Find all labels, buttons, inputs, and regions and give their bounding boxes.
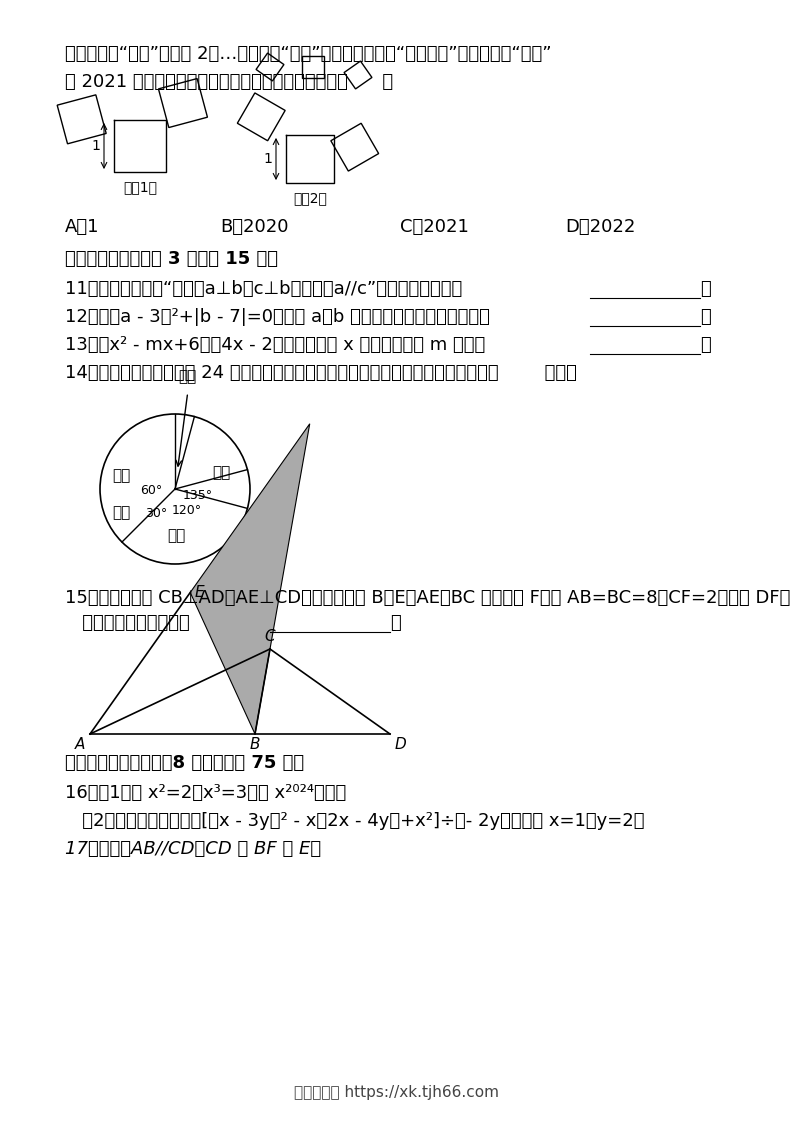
Text: 上课: 上课 xyxy=(167,528,186,543)
Text: 则图中阴影部分面积为: 则图中阴影部分面积为 xyxy=(65,614,190,632)
Text: （2）先化简，再求值：[（x - 3y）² - x（2x - 4y）+x²]÷（- 2y），其中 x=1，y=2．: （2）先化简，再求值：[（x - 3y）² - x（2x - 4y）+x²]÷（… xyxy=(65,812,645,830)
Text: 13．（x² - mx+6）（4x - 2）的积中不含 x 的二次项，则 m 的值是: 13．（x² - mx+6）（4x - 2）的积中不含 x 的二次项，则 m 的… xyxy=(65,335,485,355)
Text: E: E xyxy=(194,585,204,600)
Text: ．: ． xyxy=(700,309,711,327)
Text: 睡觉: 睡觉 xyxy=(213,465,231,480)
Text: 30°: 30° xyxy=(145,506,167,519)
Text: 12．若（a - 3）²+|b - 7|=0，则以 a、b 为边长的等腰三角形的周长为: 12．若（a - 3）²+|b - 7|=0，则以 a、b 为边长的等腰三角形的… xyxy=(65,309,490,327)
Text: 17．如图，AB//CD，CD 交 BF 于 E．: 17．如图，AB//CD，CD 交 BF 于 E． xyxy=(65,840,321,858)
Text: 16．（1）若 x²=2，x³=3，求 x²⁰²⁴的值：: 16．（1）若 x²=2，x³=3，求 x²⁰²⁴的值： xyxy=(65,784,347,802)
Text: 三、解答题（本大题兲8 小题，满分 75 分）: 三、解答题（本大题兲8 小题，满分 75 分） xyxy=(65,754,305,772)
Text: D．2022: D．2022 xyxy=(565,218,635,236)
Polygon shape xyxy=(190,424,310,734)
Text: 120°: 120° xyxy=(171,504,201,516)
Text: 11．用反证法证明“已知，a⊥b，c⊥b，求证：a//c”，第一步应先假设: 11．用反证法证明“已知，a⊥b，c⊥b，求证：a//c”，第一步应先假设 xyxy=(65,280,462,298)
Text: 学习资料网 https://xk.tjh66.com: 学习资料网 https://xk.tjh66.com xyxy=(293,1085,499,1100)
Text: B．2020: B．2020 xyxy=(220,218,289,236)
Text: 1: 1 xyxy=(263,151,272,166)
Text: D: D xyxy=(395,737,407,752)
Text: ．: ． xyxy=(700,335,711,355)
Text: B: B xyxy=(250,737,260,752)
Text: （图1）: （图1） xyxy=(123,180,157,194)
Text: A．1: A．1 xyxy=(65,218,99,236)
Text: C．2021: C．2021 xyxy=(400,218,469,236)
Text: 15．如图，已知 CB⊥AD，AE⊥CD，垂足分别为 B、E，AE、BC 相交于点 F，若 AB=BC=8，CF=2，连结 DF，: 15．如图，已知 CB⊥AD，AE⊥CD，垂足分别为 B、E，AE、BC 相交于… xyxy=(65,589,791,607)
Text: 阅读: 阅读 xyxy=(178,369,197,385)
Text: 休息: 休息 xyxy=(112,468,130,482)
Text: 1: 1 xyxy=(91,139,100,153)
Text: 14．如图所示是小明一天 24 小时的作息时间分配的扇形统计图，那么他的阅读时间是        小时．: 14．如图所示是小明一天 24 小时的作息时间分配的扇形统计图，那么他的阅读时间… xyxy=(65,364,577,381)
Text: ．: ． xyxy=(700,280,711,298)
Text: 60°: 60° xyxy=(140,484,162,497)
Text: （图2）: （图2） xyxy=(293,191,327,205)
Text: C: C xyxy=(265,629,275,644)
Text: 用餐: 用餐 xyxy=(112,506,130,521)
Text: 135°: 135° xyxy=(182,488,213,502)
Text: 了 2021 次后形成的图形中所有的正方形的面积和是（      ）: 了 2021 次后形成的图形中所有的正方形的面积和是（ ） xyxy=(65,73,393,91)
Text: 二、填空题（每小题 3 分，共 15 分）: 二、填空题（每小题 3 分，共 15 分） xyxy=(65,250,278,268)
Text: A: A xyxy=(75,737,85,752)
Text: ．: ． xyxy=(390,614,400,632)
Text: 称为第二次“生长”（如图 2）…如果继续“生长”下去，它将变得“枝繁叶茂”，请你算出“生长”: 称为第二次“生长”（如图 2）…如果继续“生长”下去，它将变得“枝繁叶茂”，请你… xyxy=(65,45,552,63)
